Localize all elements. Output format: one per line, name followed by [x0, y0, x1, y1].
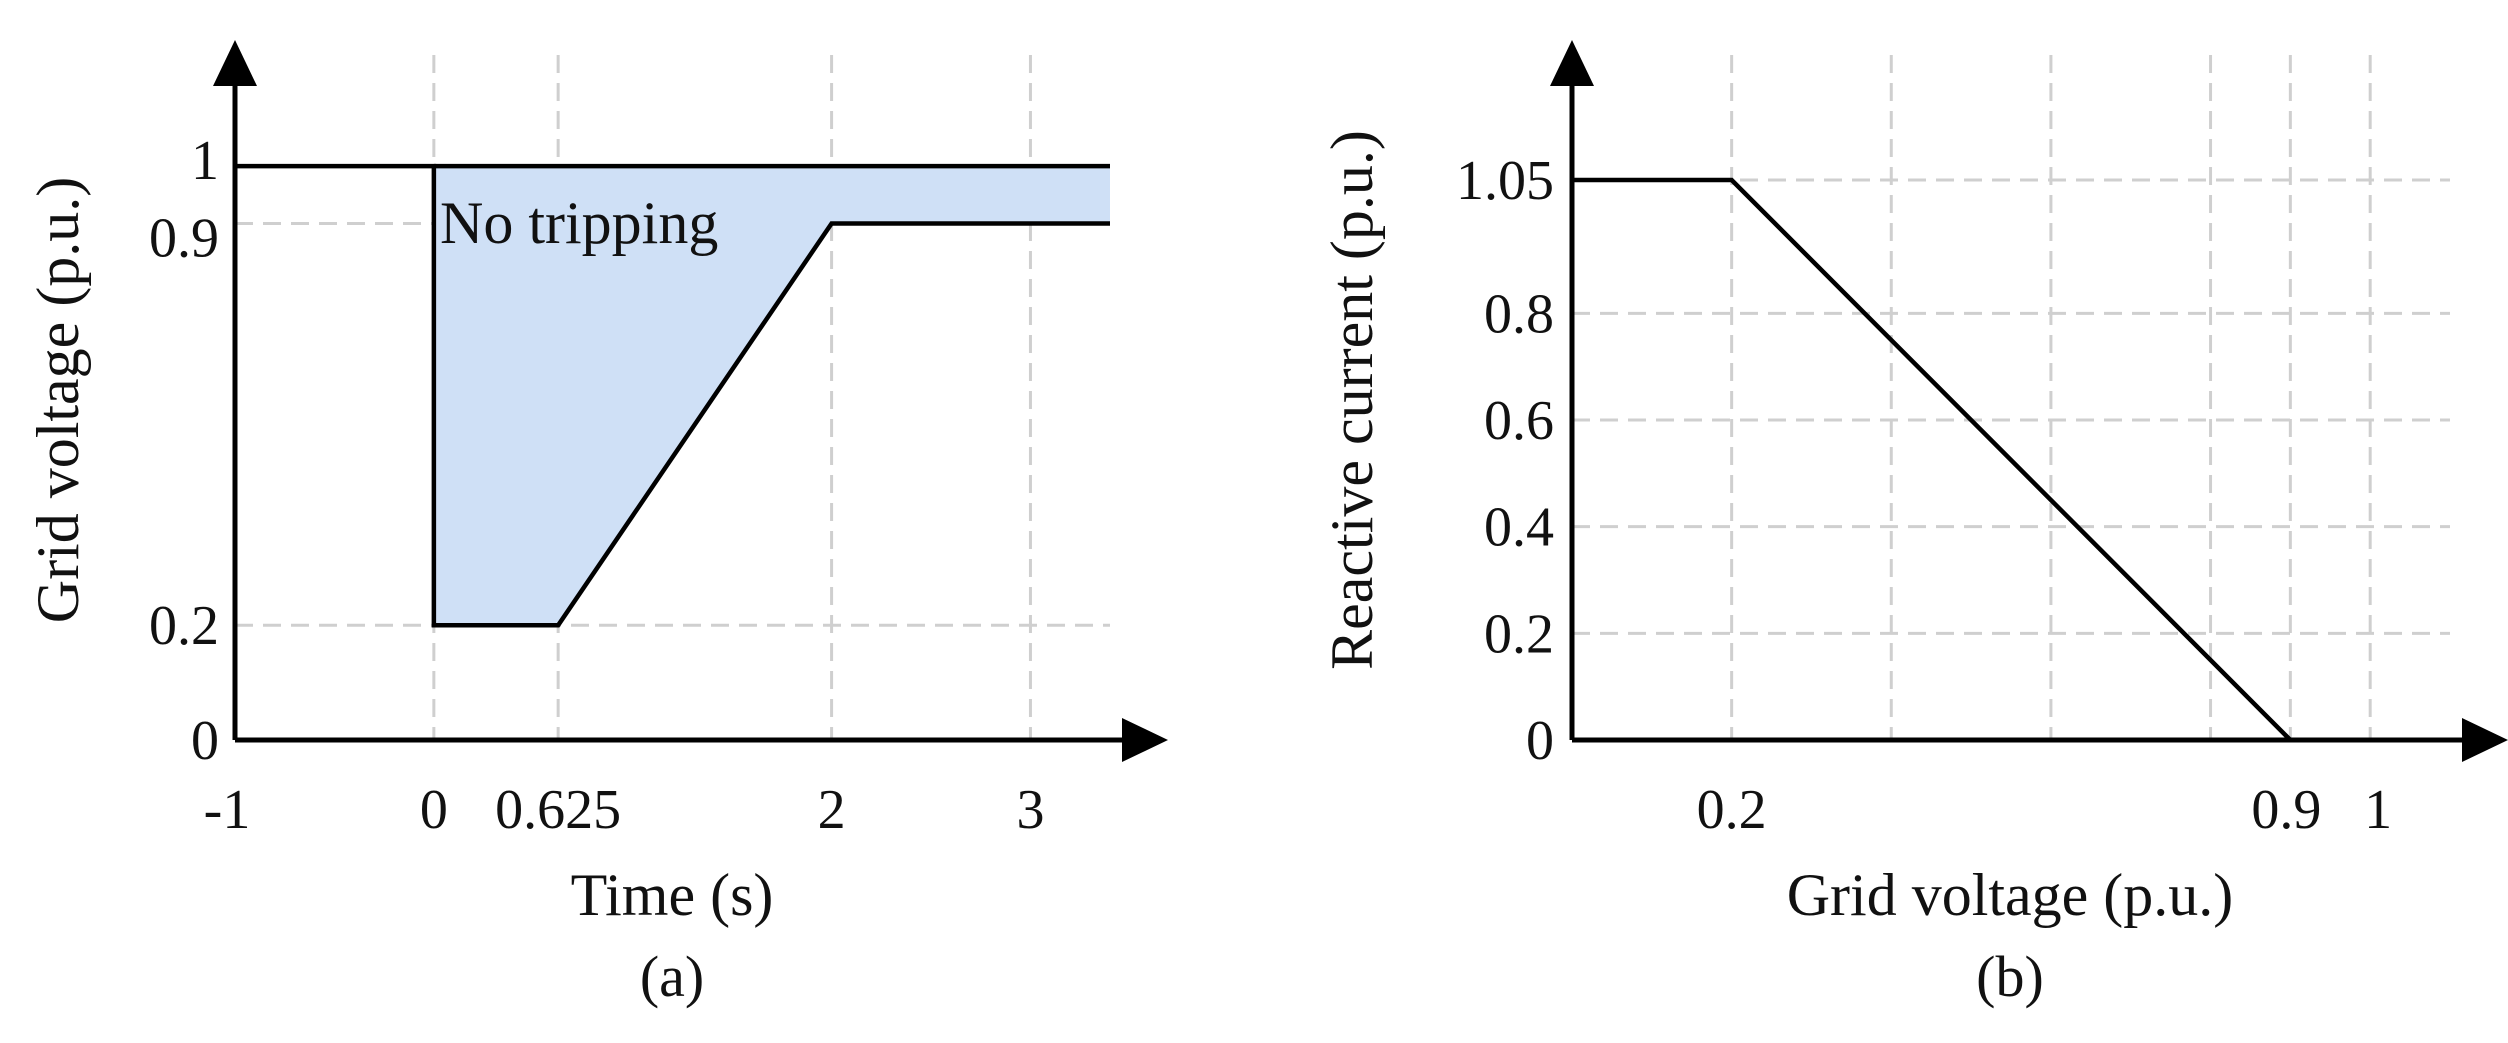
a-x-tick-label: -1 — [204, 779, 251, 841]
no-tripping-annotation: No tripping — [440, 190, 718, 256]
y-axis-arrowhead — [213, 40, 257, 86]
panel-b: 0.2 0.9 1 0 0.2 0.4 0.6 0.8 1.05 Grid voltage (… — [1319, 40, 2508, 1009]
b-y-tick-label: 0 — [1526, 710, 1554, 772]
y-axis-arrowhead — [1550, 40, 1594, 86]
b-axes — [1550, 40, 2508, 762]
b-y-tick-label: 0.4 — [1484, 497, 1554, 559]
b-y-tick-label: 0.2 — [1484, 603, 1554, 665]
a-x-tick-label: 3 — [1016, 779, 1044, 841]
a-axes — [213, 40, 1168, 762]
x-axis-arrowhead — [2462, 718, 2508, 762]
a-y-tick-label: 0 — [191, 710, 219, 772]
a-boundary-line — [235, 163, 1110, 628]
a-x-axis-label: Time (s) — [571, 862, 774, 928]
b-x-axis-label: Grid voltage (p.u.) — [1787, 862, 2234, 928]
b-y-tick-label: 0.8 — [1484, 283, 1554, 345]
a-x-tick-label: 0.625 — [495, 779, 621, 841]
a-y-tick-label: 0.2 — [149, 595, 219, 657]
b-caption: (b) — [1976, 944, 2044, 1009]
b-y-tick-label: 1.05 — [1456, 150, 1554, 212]
a-y-tick-label: 0.9 — [149, 207, 219, 269]
a-x-tick-label: 0 — [420, 779, 448, 841]
b-x-tick-label: 0.2 — [1697, 779, 1767, 841]
b-x-tick-label: 1 — [2364, 779, 2392, 841]
b-x-ticks: 0.2 0.9 1 — [1697, 779, 2393, 841]
b-y-tick-label: 0.6 — [1484, 390, 1554, 452]
a-x-ticks: -1 0 0.625 2 3 — [204, 779, 1045, 841]
a-x-tick-label: 2 — [818, 779, 846, 841]
a-y-ticks: 0 0.2 0.9 1 — [149, 130, 219, 772]
a-caption: (a) — [640, 944, 704, 1009]
b-y-ticks: 0 0.2 0.4 0.6 0.8 1.05 — [1456, 150, 1554, 772]
a-y-tick-label: 1 — [191, 130, 219, 192]
b-x-tick-label: 0.9 — [2251, 779, 2321, 841]
a-y-axis-label: Grid voltage (p.u.) — [25, 177, 91, 624]
b-y-axis-label: Reactive current (p.u.) — [1319, 130, 1385, 670]
x-axis-arrowhead — [1122, 718, 1168, 762]
no-tripping-region — [433, 166, 1110, 626]
panel-a: -1 0 0.625 2 3 0 0.2 0.9 1 No tripping Time (s)… — [25, 40, 1168, 1009]
b-grid — [1572, 55, 2450, 740]
reactive-current-line — [1572, 177, 2450, 743]
